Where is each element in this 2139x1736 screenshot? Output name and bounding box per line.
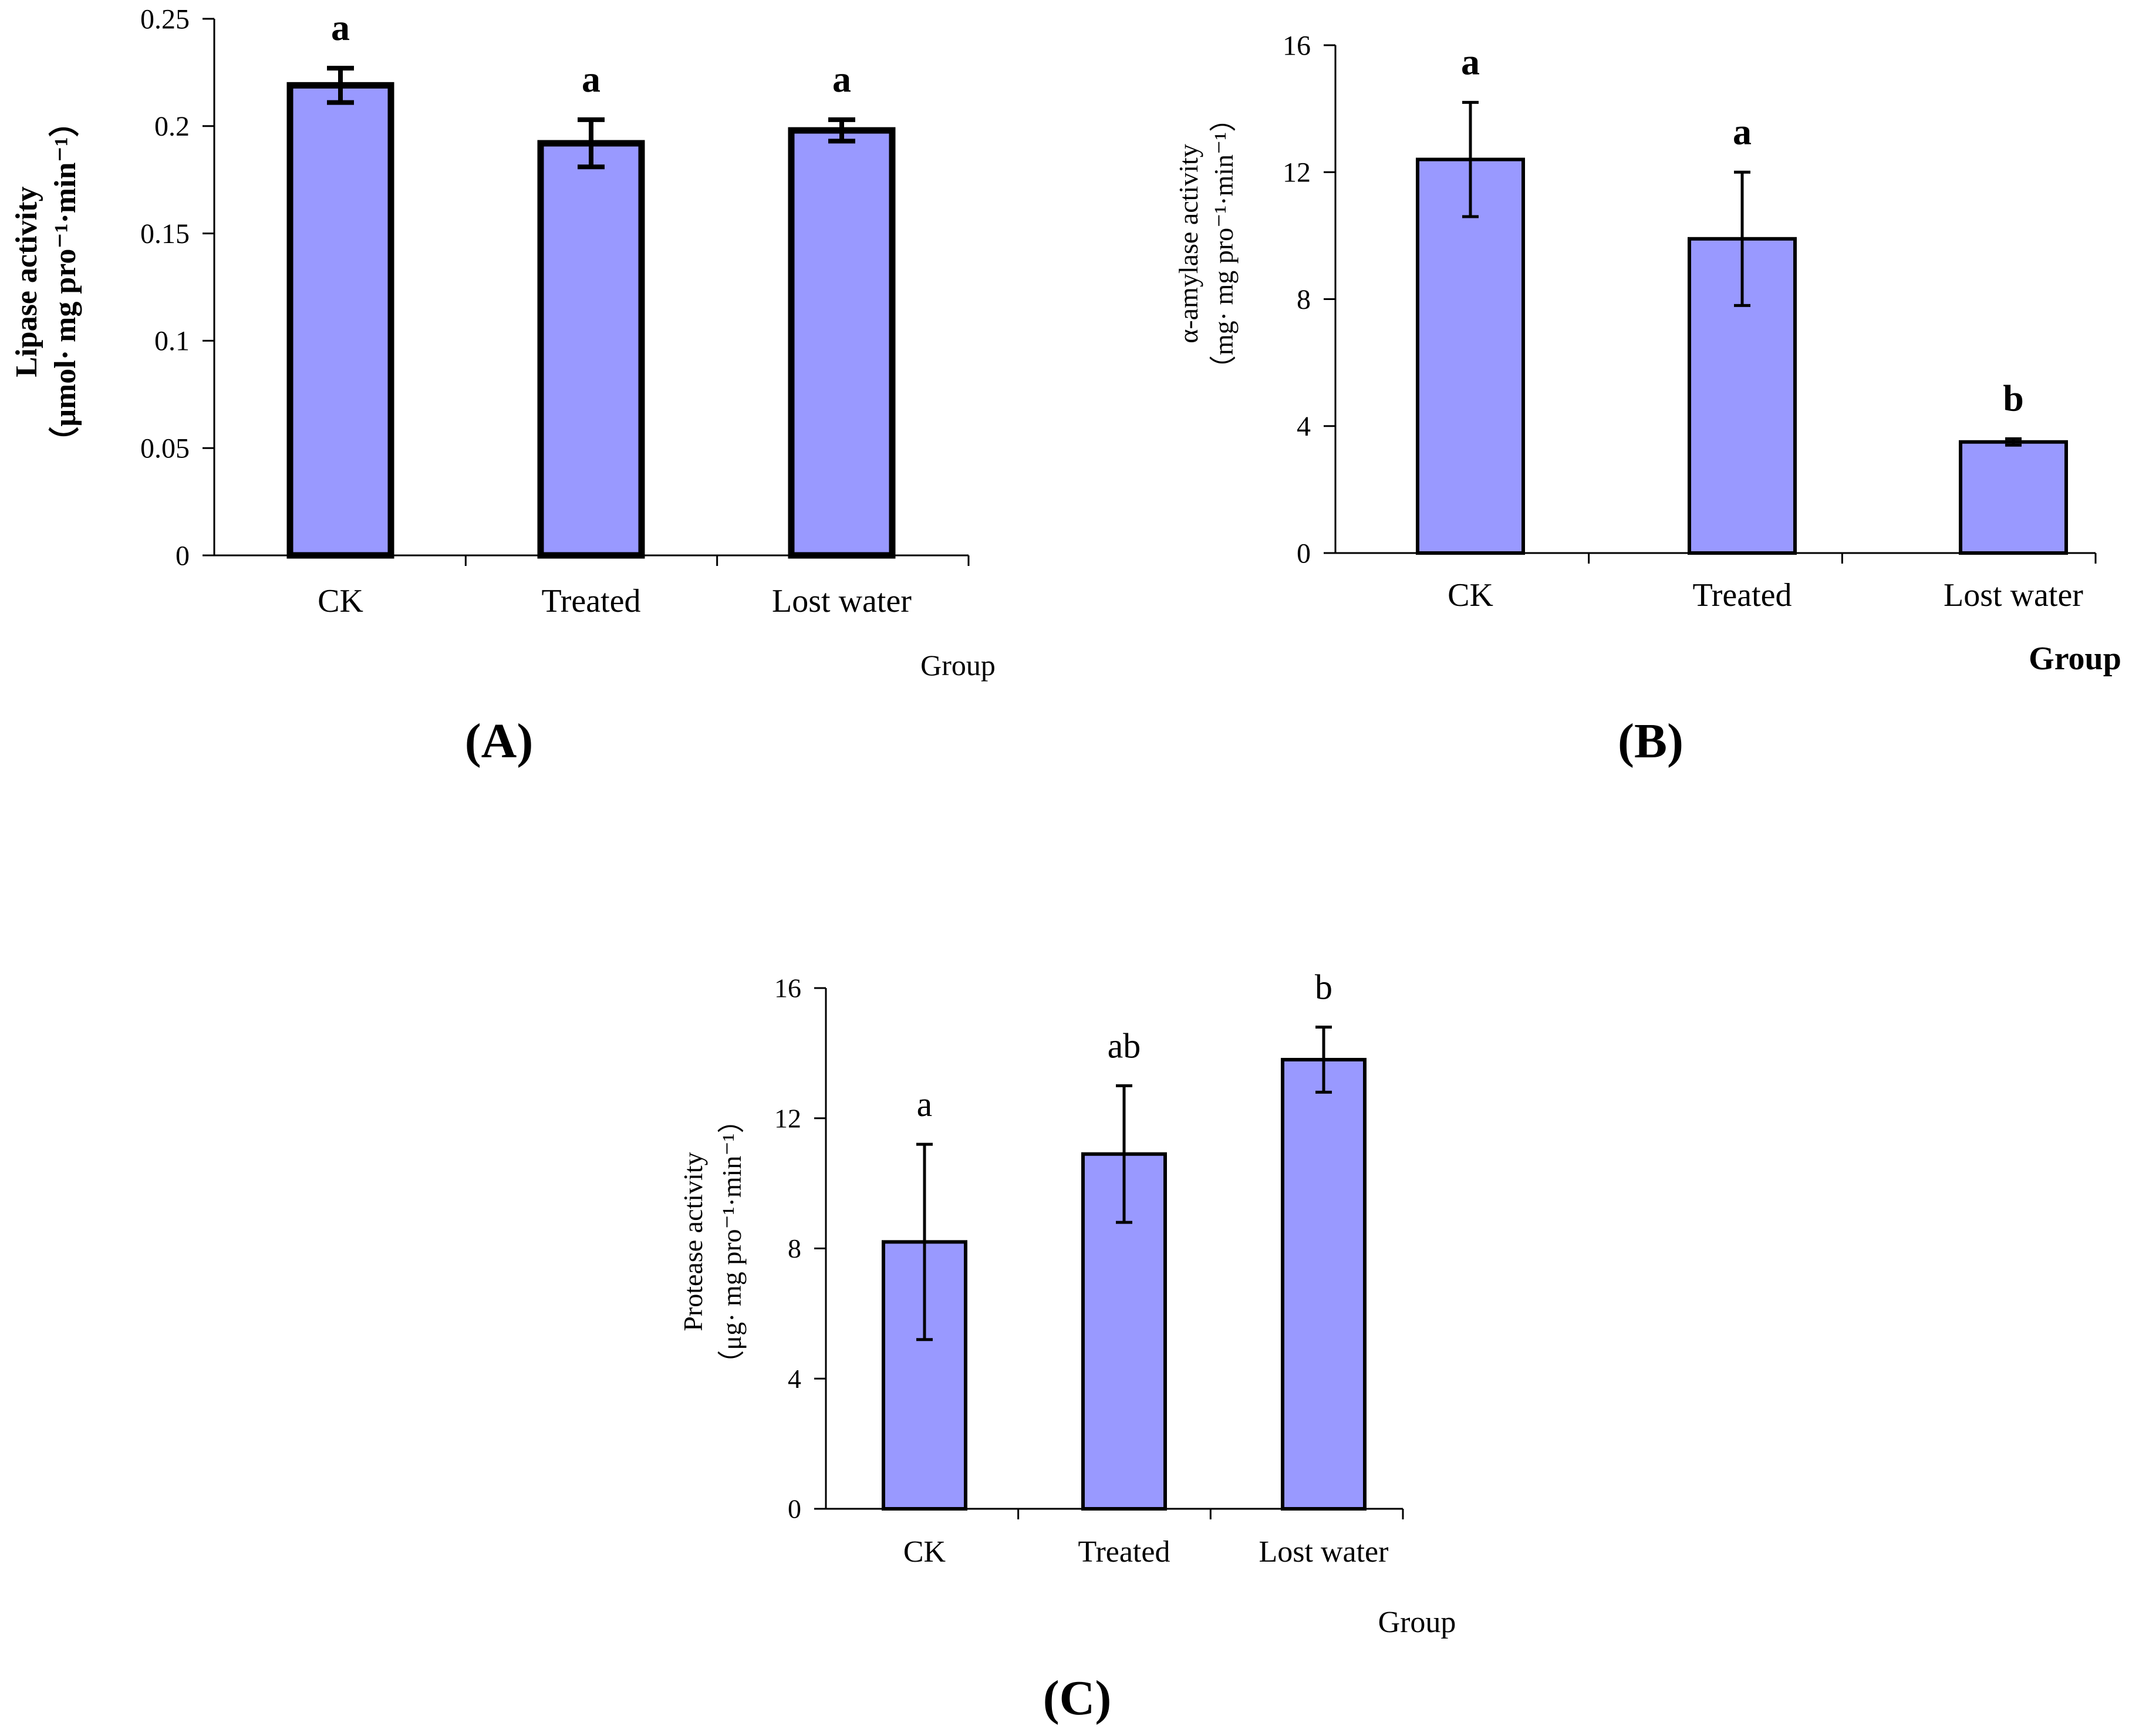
significance-label: b xyxy=(1315,968,1332,1007)
significance-label: a xyxy=(582,58,600,100)
panel-label: (B) xyxy=(1618,714,1683,768)
category-label: CK xyxy=(1448,577,1493,614)
significance-label: ab xyxy=(1108,1026,1141,1065)
y-tick-label: 0 xyxy=(1297,538,1311,569)
significance-label: a xyxy=(331,6,350,48)
y-tick-label: 12 xyxy=(774,1103,801,1133)
chart-panel-3: 0 4 8 12 16 a CK ab Treated b Lost water Group Prote… xyxy=(678,968,1456,1725)
significance-label: a xyxy=(1733,110,1752,152)
category-label: Treated xyxy=(1692,577,1792,614)
x-axis-title: Group xyxy=(920,649,996,682)
y-tick-label: 12 xyxy=(1283,157,1311,188)
category-label: CK xyxy=(318,583,363,619)
category-label: Lost water xyxy=(1259,1535,1389,1569)
bar-3 xyxy=(1281,1057,1367,1511)
y-tick-label: 0.15 xyxy=(140,218,190,250)
y-tick-label: 0.2 xyxy=(154,111,190,142)
y-axis-unit: （μmol· mg pro⁻¹·min⁻¹） xyxy=(48,106,82,457)
y-axis-title: α-amylase activity xyxy=(1173,144,1203,343)
bar-1 xyxy=(1416,157,1525,555)
y-axis-title: Protease activity xyxy=(678,1152,708,1331)
significance-label: a xyxy=(1461,41,1480,82)
bar-3 xyxy=(788,127,896,559)
y-tick-label: 4 xyxy=(1297,411,1311,442)
chart-panel-2: 0 4 8 12 16 a CK a Treated b Lost water Group α-amyl… xyxy=(1173,30,2121,768)
category-label: Lost water xyxy=(772,583,912,619)
chart-panel-1: 0 0.05 0.1 0.15 0.2 0.25 a CK a Treated a Lost wate… xyxy=(10,4,996,768)
category-label: CK xyxy=(903,1535,946,1569)
y-tick-label: 16 xyxy=(1283,30,1311,61)
y-tick-label: 0.25 xyxy=(140,4,190,35)
y-tick-label: 8 xyxy=(1297,284,1311,315)
bar-1 xyxy=(286,82,394,559)
y-tick-label: 0.05 xyxy=(140,433,190,464)
y-tick-label: 16 xyxy=(774,973,801,1003)
y-axis-unit: （μg· mg pro⁻¹·min⁻¹） xyxy=(717,1106,747,1377)
panel-label: (A) xyxy=(465,714,534,768)
category-label: Lost water xyxy=(1944,577,2083,614)
panel-label: (C) xyxy=(1043,1671,1112,1725)
y-tick-label: 8 xyxy=(788,1233,801,1263)
significance-label: a xyxy=(917,1085,933,1124)
y-axis-title: Lipase activity xyxy=(10,187,43,377)
significance-label: a xyxy=(832,58,851,100)
y-tick-label: 0 xyxy=(176,540,190,571)
y-tick-label: 0 xyxy=(788,1494,801,1524)
y-tick-label: 4 xyxy=(788,1364,801,1394)
bar-2 xyxy=(537,140,645,559)
x-axis-title: Group xyxy=(2029,641,2121,677)
y-axis-unit: （mg· mg pro⁻¹·min⁻¹） xyxy=(1209,105,1239,382)
significance-label: b xyxy=(2003,377,2024,419)
category-label: Treated xyxy=(541,583,640,619)
x-axis-title: Group xyxy=(1378,1606,1456,1639)
category-label: Treated xyxy=(1078,1535,1170,1569)
bar-3 xyxy=(1959,440,2068,555)
y-tick-label: 0.1 xyxy=(154,326,190,357)
